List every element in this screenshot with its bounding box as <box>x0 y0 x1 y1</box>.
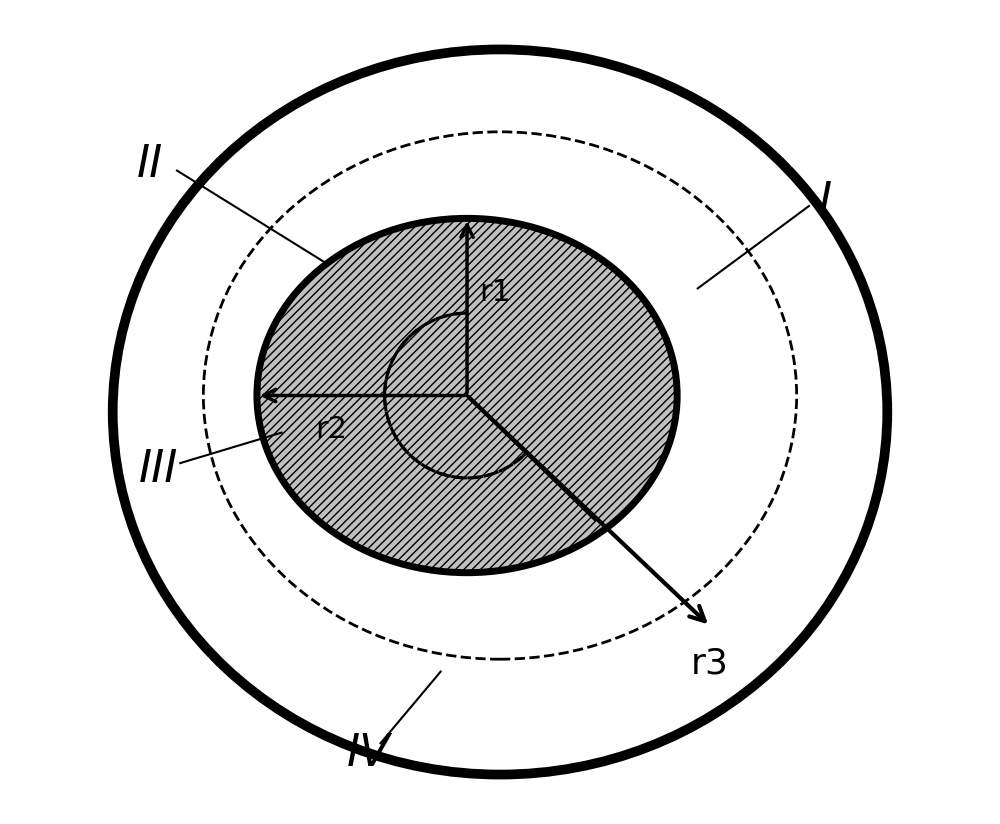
Text: I: I <box>819 180 832 223</box>
Text: r1: r1 <box>479 278 511 307</box>
Ellipse shape <box>257 218 677 573</box>
Text: IV: IV <box>346 733 390 775</box>
Text: r3: r3 <box>691 647 729 681</box>
Text: III: III <box>138 448 178 491</box>
Text: II: II <box>137 143 163 186</box>
Text: r2: r2 <box>315 415 347 444</box>
Ellipse shape <box>113 49 887 775</box>
